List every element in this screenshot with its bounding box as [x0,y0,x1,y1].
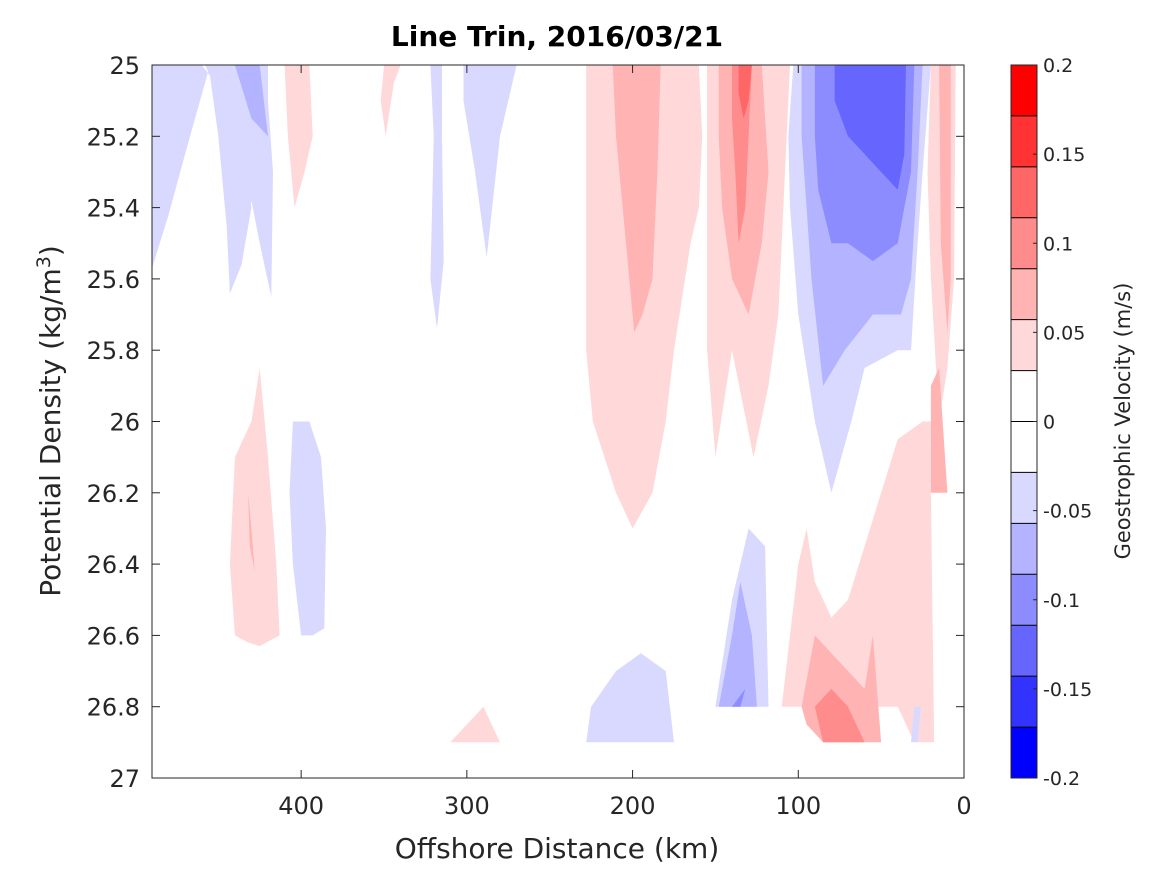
colorbar-band [1011,115,1037,168]
y-tick-label: 25.8 [87,337,140,365]
y-tick-label: 25 [109,52,140,80]
colorbar-band [1011,472,1037,524]
colorbar-tick-label: 0.15 [1043,144,1085,166]
y-tick-label: 26.6 [87,622,140,650]
contour-region [380,65,401,137]
contour-region [814,688,865,743]
colorbar-band [1011,727,1037,779]
contour-region [872,65,898,119]
contour-region [229,368,280,647]
y-tick-label: 27 [109,765,140,793]
colorbar-tick-label: 0.1 [1043,233,1073,255]
contour-region [284,65,313,208]
y-axis-label-suffix: ) [34,245,67,256]
colorbar-band [1011,676,1037,728]
contour-region [289,421,326,636]
y-tick-label: 26.2 [87,480,140,508]
contour-region [911,706,921,743]
contour-region [234,65,268,137]
contour-region [939,65,951,333]
y-axis-label: Potential Density (kg/m3) [33,245,67,597]
contour-region [732,65,752,244]
contour-region [248,492,255,572]
colorbar-band [1011,523,1037,575]
colorbar-band [1011,574,1037,626]
colorbar-band [1011,217,1037,270]
x-tick-label: 200 [610,792,656,820]
colorbar: 0.2 0.15 0.1 0.05 0 -0.05 -0.1 -0.15 -0.2 [1010,55,1092,790]
contour-region [930,368,948,493]
y-tick-label: 25.6 [87,266,140,294]
contour-region [413,65,444,329]
contour-region [463,65,517,258]
y-axis-label-prefix: Potential Density (kg/m [34,268,67,597]
colorbar-tick-label: -0.2 [1043,768,1080,790]
colorbar-tick-label: 0 [1043,412,1055,434]
x-tick-label: 0 [956,792,971,820]
contour-region [718,581,757,707]
contour-region [738,65,752,119]
colorbar-band [1011,421,1037,473]
contour-region [586,653,674,743]
y-tick-label: 26.8 [87,694,140,722]
x-tick-label: 300 [444,792,490,820]
x-tick-label: 400 [278,792,324,820]
contour-region [450,706,500,743]
x-tick-label: 100 [775,792,821,820]
chart-title: Line Trin, 2016/03/21 [391,20,723,53]
y-tick-label: 26 [109,409,140,437]
colorbar-band [1011,370,1037,422]
colorbar-tick-label: -0.1 [1043,590,1080,612]
y-axis-label-sup: 3 [33,256,55,268]
colorbar-tick-label: -0.15 [1043,679,1092,701]
colorbar-tick-label: 0.2 [1043,55,1073,77]
colorbar-tick-label: 0.05 [1043,322,1085,344]
colorbar-band [1011,268,1037,321]
y-tick-label: 26.4 [87,551,140,579]
x-axis-label: Offshore Distance (km) [395,832,720,865]
axes: 400 300 200 100 0 25 25.2 25.4 25.6 25.8 26 26.2 26.… [87,52,972,820]
y-tick-label: 25.2 [87,123,140,151]
y-tick-label: 25.4 [87,195,140,223]
contour-region [152,65,273,297]
colorbar-band [1011,65,1037,117]
colorbar-band [1011,166,1037,219]
colorbar-band [1011,625,1037,677]
colorbar-label: Geostrophic Velocity (m/s) [1111,283,1135,560]
contour-region [612,65,661,333]
plot-area [152,65,964,778]
contour-region [732,688,746,707]
colorbar-tick-label: -0.05 [1043,501,1092,523]
colorbar-band [1011,319,1037,372]
